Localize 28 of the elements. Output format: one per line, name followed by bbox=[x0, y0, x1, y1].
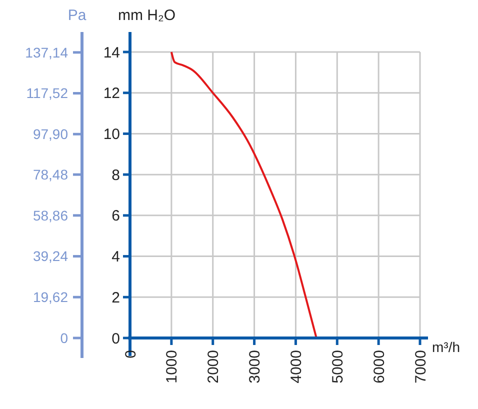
y-tick-label: 2 bbox=[112, 289, 120, 306]
y2-tick-label: 97,90 bbox=[32, 126, 68, 142]
x-tick-label: 7000 bbox=[412, 350, 430, 384]
y2-tick-label: 0 bbox=[60, 330, 68, 346]
x-tick-label: 3000 bbox=[246, 350, 264, 384]
x-tick-label: 1000 bbox=[164, 350, 181, 384]
y2-tick-label: 78,48 bbox=[32, 166, 68, 182]
y-axis-title: mm H₂O bbox=[118, 7, 176, 24]
y2-axis-title: Pa bbox=[68, 7, 87, 24]
x-tick-label: 4000 bbox=[288, 350, 305, 384]
x-tick-label: 5000 bbox=[329, 350, 346, 384]
y-tick-label: 8 bbox=[112, 166, 120, 184]
y-tick-label: 4 bbox=[112, 248, 120, 266]
x-tick-label: 2000 bbox=[205, 350, 222, 384]
y2-tick-label: 137,14 bbox=[25, 44, 68, 60]
y2-tick-label: 58,86 bbox=[32, 207, 68, 224]
y-tick-label: 12 bbox=[103, 85, 120, 102]
x-tick-label: 6000 bbox=[370, 350, 388, 384]
y2-tick-label: 39,24 bbox=[32, 248, 68, 264]
y-tick-label: 14 bbox=[103, 44, 120, 62]
y-tick-label: 10 bbox=[103, 126, 120, 143]
y2-tick-label: 117,52 bbox=[26, 85, 68, 102]
y-tick-label: 0 bbox=[112, 330, 120, 348]
line-series bbox=[170, 51, 318, 339]
y-tick-label: 6 bbox=[112, 208, 120, 225]
x-tick-label: 0 bbox=[122, 350, 140, 358]
x-axis-title: m³/h bbox=[432, 339, 460, 355]
y2-tick-label: 19,62 bbox=[32, 289, 68, 306]
